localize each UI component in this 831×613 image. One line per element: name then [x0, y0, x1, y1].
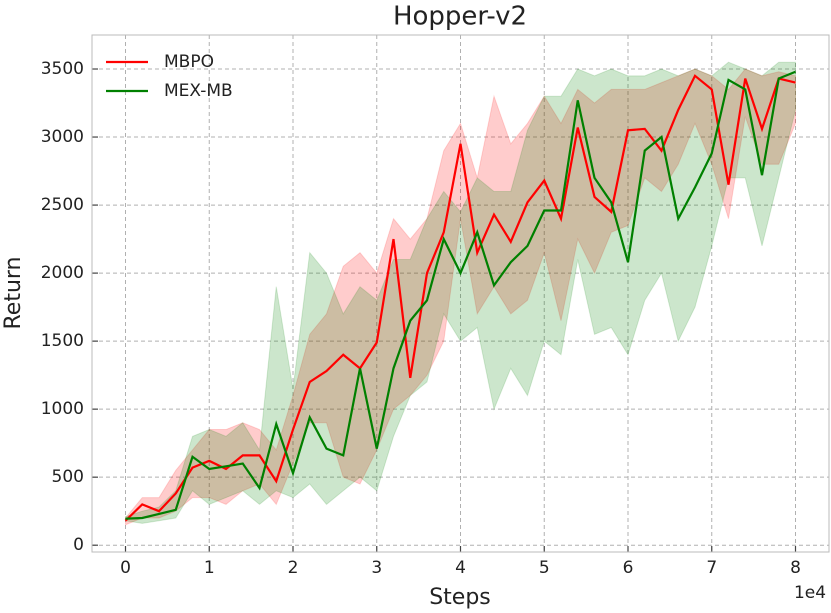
x-offset-label: 1e4: [794, 583, 826, 603]
y-axis-label: Return: [1, 256, 26, 329]
band: [125, 68, 796, 526]
y-tick-label: 2500: [41, 195, 84, 215]
x-tick-label: 6: [623, 558, 634, 578]
y-tick-label: 500: [52, 467, 84, 487]
x-tick-label: 1: [204, 558, 215, 578]
chart-title: Hopper-v2: [393, 2, 527, 32]
y-tick-label: 2000: [41, 263, 84, 283]
x-tick-label: 3: [371, 558, 382, 578]
y-tick-label: 1500: [41, 331, 84, 351]
x-tick-label: 0: [120, 558, 131, 578]
x-tick-label: 4: [455, 558, 466, 578]
series-line: [125, 70, 796, 520]
plot-frame: [91, 34, 830, 553]
y-tick-label: 0: [73, 535, 84, 555]
x-tick-label: 7: [706, 558, 717, 578]
series-line: [124, 74, 796, 522]
y-tick-label: 3000: [41, 127, 84, 147]
x-tick-label: 5: [539, 558, 550, 578]
x-tick-label: 2: [288, 558, 299, 578]
band: [125, 61, 796, 524]
x-tick-label: 8: [790, 558, 801, 578]
y-tick-label: 3500: [41, 59, 84, 79]
y-tick-label: 1000: [41, 399, 84, 419]
legend-label: MBPO: [164, 52, 214, 72]
x-axis-label: Steps: [429, 585, 491, 610]
legend-label: MEX-MB: [164, 81, 233, 101]
